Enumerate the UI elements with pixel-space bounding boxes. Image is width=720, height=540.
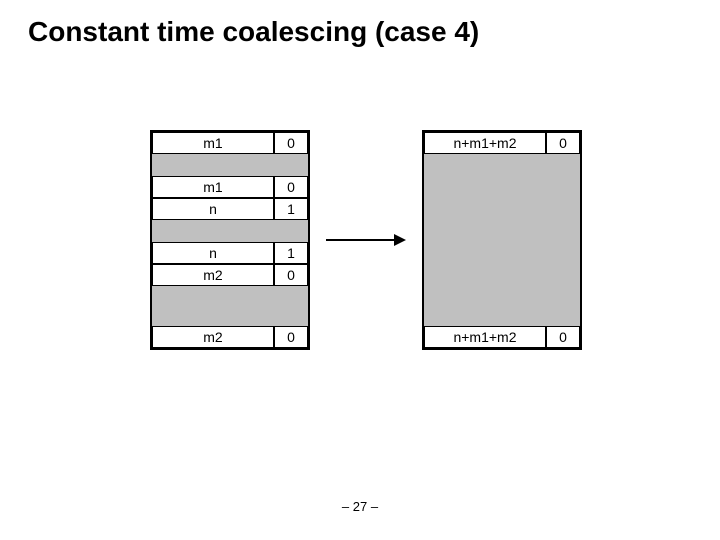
left-block: m1 0 m1 0 n 1 n 1 m2 0 m2 0 xyxy=(150,130,310,350)
left-cell-m1-top-flag: 0 xyxy=(274,132,308,154)
right-row-0: n+m1+m2 0 xyxy=(424,132,580,154)
right-cell-bot: n+m1+m2 xyxy=(424,326,546,348)
slide-number: – 27 – xyxy=(0,499,720,514)
arrow-icon xyxy=(326,234,406,246)
coalescing-diagram: m1 0 m1 0 n 1 n 1 m2 0 m2 0 n+m1+m2 xyxy=(150,130,590,360)
left-cell-m2-bot-flag: 0 xyxy=(274,326,308,348)
left-cell-n-top-flag: 1 xyxy=(274,198,308,220)
right-cell-bot-flag: 0 xyxy=(546,326,580,348)
left-row-5: m2 0 xyxy=(152,326,308,348)
left-cell-n-bot: n xyxy=(152,242,274,264)
left-row-2: n 1 xyxy=(152,198,308,220)
left-row-0: m1 0 xyxy=(152,132,308,154)
left-cell-n-top: n xyxy=(152,198,274,220)
left-row-1: m1 0 xyxy=(152,176,308,198)
arrow-line xyxy=(326,239,396,241)
left-row-4: m2 0 xyxy=(152,264,308,286)
right-row-1: n+m1+m2 0 xyxy=(424,326,580,348)
right-cell-top: n+m1+m2 xyxy=(424,132,546,154)
left-cell-m2-top: m2 xyxy=(152,264,274,286)
left-cell-m1-top: m1 xyxy=(152,132,274,154)
arrow-head xyxy=(394,234,406,246)
page-title: Constant time coalescing (case 4) xyxy=(28,16,479,48)
left-cell-m2-top-flag: 0 xyxy=(274,264,308,286)
right-cell-top-flag: 0 xyxy=(546,132,580,154)
left-cell-m1-bot: m1 xyxy=(152,176,274,198)
left-cell-n-bot-flag: 1 xyxy=(274,242,308,264)
left-cell-m2-bot: m2 xyxy=(152,326,274,348)
left-row-3: n 1 xyxy=(152,242,308,264)
right-block: n+m1+m2 0 n+m1+m2 0 xyxy=(422,130,582,350)
left-cell-m1-bot-flag: 0 xyxy=(274,176,308,198)
